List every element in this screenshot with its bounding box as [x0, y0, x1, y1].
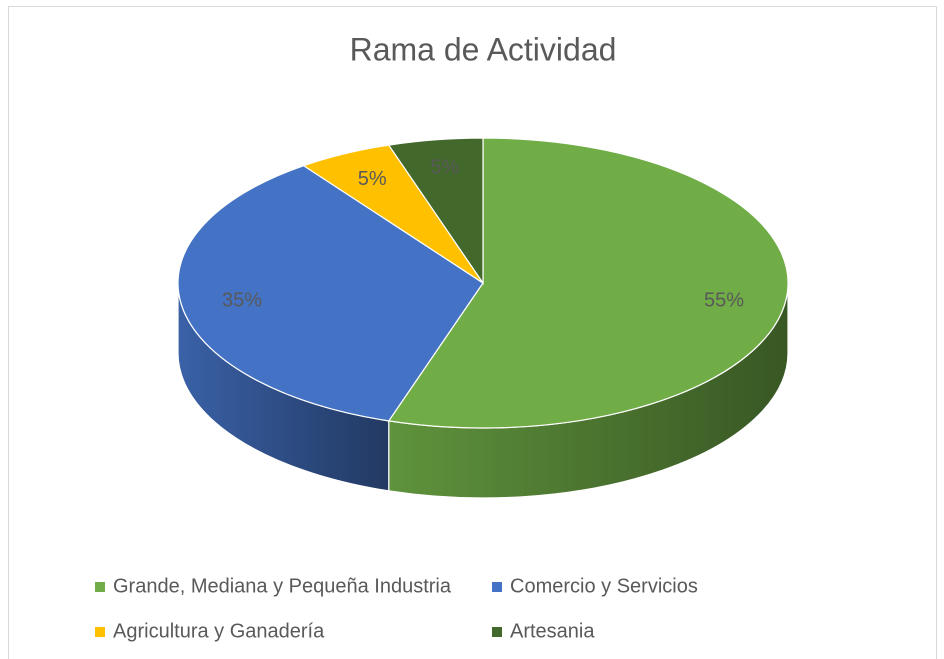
slice-top [387, 137, 484, 285]
slice [177, 165, 484, 492]
data-label: 5% [430, 157, 459, 179]
slice-top [387, 137, 789, 429]
chart-title: Rama de Actividad [350, 31, 617, 67]
data-label: 35% [222, 289, 262, 311]
slice [387, 137, 484, 285]
legend-swatch [492, 627, 502, 637]
legend-label: Agricultura y Ganadería [113, 620, 325, 642]
legend-label: Artesania [510, 620, 595, 642]
legend-swatch [492, 582, 502, 592]
data-label: 5% [358, 168, 387, 190]
data-label: 55% [704, 289, 744, 311]
legend-swatch [95, 582, 105, 592]
legend-label: Grande, Mediana y Pequeña Industria [113, 575, 452, 597]
legend-label: Comercio y Servicios [510, 575, 698, 597]
slice-top [177, 165, 484, 422]
legend-swatch [95, 627, 105, 637]
